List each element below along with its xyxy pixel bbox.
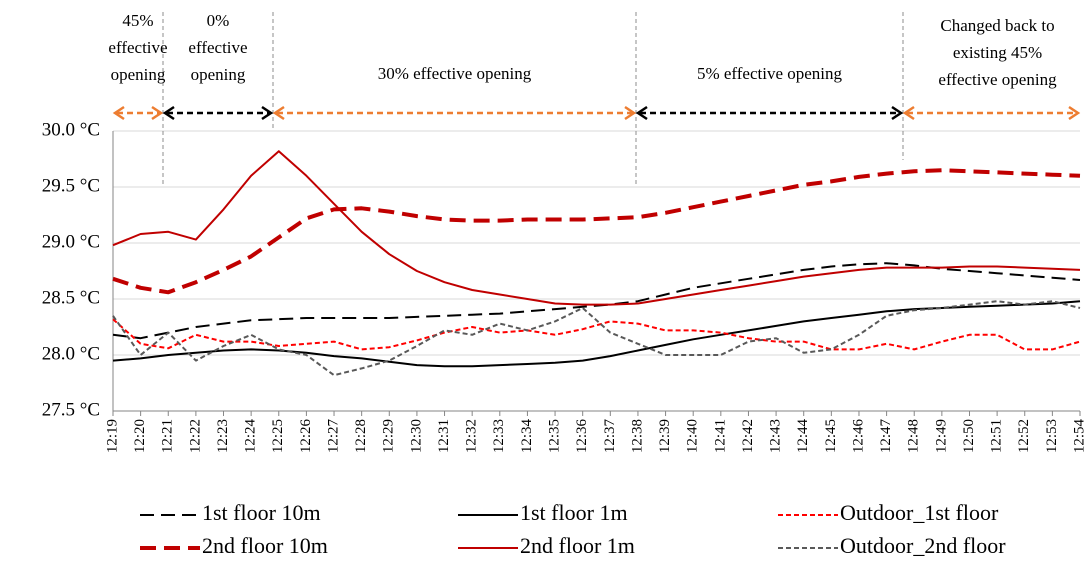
legend-label: 1st floor 1m [520,500,628,525]
annotation-text: opening [191,65,246,84]
x-tick-label: 12:43 [768,419,784,453]
x-tick-label: 12:47 [878,419,894,454]
arrow-head [635,105,648,121]
x-tick-label: 12:37 [602,419,618,454]
x-tick-label: 12:38 [629,419,645,453]
x-tick-label: 12:48 [906,419,922,453]
x-tick-label: 12:52 [1016,419,1032,453]
annotation-text: effective [188,38,247,57]
arrow-head [151,105,164,121]
x-tick-label: 12:30 [408,419,424,453]
arrow-head [1068,105,1081,121]
x-tick-label: 12:53 [1044,419,1060,453]
legend-label: Outdoor_2nd floor [840,533,1006,558]
arrow-head [891,105,904,121]
x-tick-label: 12:45 [823,419,839,453]
x-tick-label: 12:26 [298,419,314,454]
x-tick-label: 12:46 [850,419,866,454]
x-tick-label: 12:39 [657,419,673,453]
x-tick-label: 12:51 [989,419,1005,453]
x-tick-label: 12:44 [795,419,811,454]
y-tick-label: 27.5 °C [42,399,100,420]
arrow-head [112,105,125,121]
x-tick-label: 12:41 [712,419,728,453]
x-tick-label: 12:35 [546,419,562,453]
x-tick-label: 12:32 [464,419,480,453]
x-tick-label: 12:34 [519,419,535,454]
x-tick-label: 12:28 [353,419,369,453]
annotation-text: 30% effective opening [378,64,532,83]
series-line [112,300,1081,377]
legend-label: 1st floor 10m [202,500,321,525]
x-tick-label: 12:50 [961,419,977,453]
series-line [112,150,1081,306]
y-tick-label: 29.0 °C [42,231,100,252]
arrow-head [624,105,637,121]
y-tick-label: 30.0 °C [42,119,100,140]
x-tick-label: 12:36 [574,419,590,454]
x-tick-label: 12:40 [685,419,701,453]
x-tick-label: 12:20 [132,419,148,453]
y-tick-label: 28.0 °C [42,343,100,364]
annotation-text: opening [111,65,166,84]
series-line [112,168,1081,295]
x-tick-label: 12:42 [740,419,756,453]
arrow-head [272,105,285,121]
legend-label: 2nd floor 10m [202,533,328,558]
annotation-text: Changed back to [940,16,1054,35]
y-tick-label: 28.5 °C [42,287,100,308]
arrow-head [261,105,274,121]
x-tick-label: 12:54 [1071,419,1087,454]
x-tick-label: 12:23 [215,419,231,453]
annotation-text: effective [108,38,167,57]
x-tick-label: 12:25 [270,419,286,453]
x-tick-label: 12:29 [381,419,397,453]
annotation-text: 0% [207,11,230,30]
x-tick-label: 12:49 [933,419,949,453]
x-tick-label: 12:22 [187,419,203,453]
arrow-head [162,105,175,121]
legend-label: Outdoor_1st floor [840,500,999,525]
legend-label: 2nd floor 1m [520,533,635,558]
series-line [112,262,1081,340]
x-tick-label: 12:21 [160,419,176,453]
annotation-text: effective opening [938,70,1057,89]
y-tick-label: 29.5 °C [42,175,100,196]
x-tick-label: 12:24 [243,419,259,454]
x-tick-label: 12:31 [436,419,452,453]
annotation-text: 45% [122,11,153,30]
annotation-text: 5% effective opening [697,64,843,83]
series-line [112,318,1081,351]
x-tick-label: 12:33 [491,419,507,453]
arrow-head [902,105,915,121]
x-tick-label: 12:27 [325,419,341,454]
x-tick-label: 12:19 [104,419,120,453]
series-line [112,300,1081,368]
annotation-text: existing 45% [953,43,1042,62]
